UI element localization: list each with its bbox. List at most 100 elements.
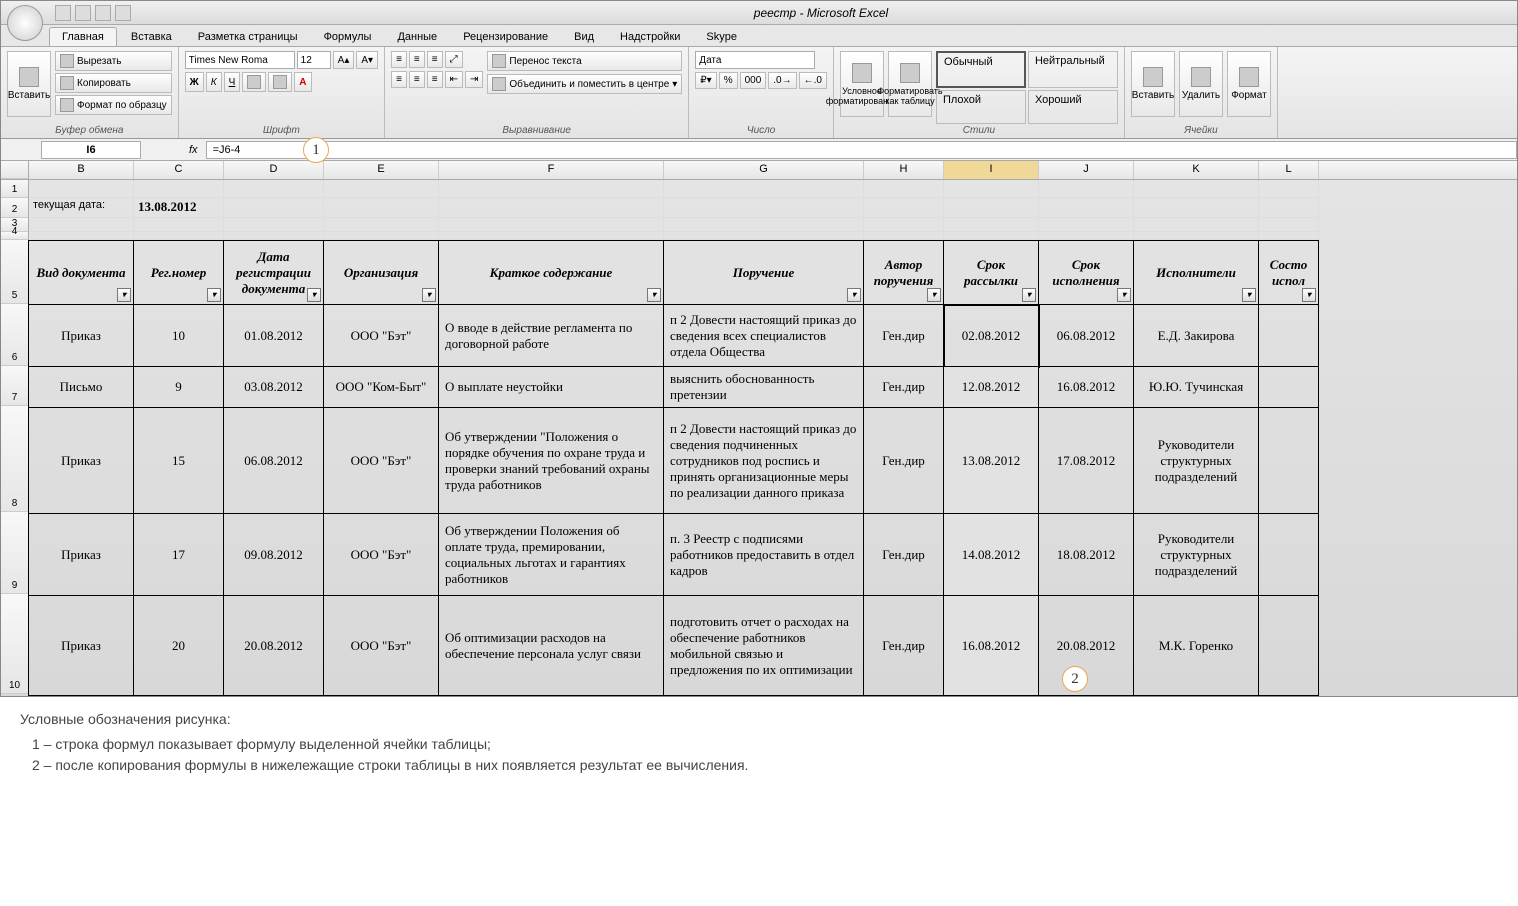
tab-вид[interactable]: Вид	[562, 28, 606, 46]
name-box[interactable]: I6	[41, 141, 141, 159]
cell[interactable]	[224, 232, 324, 240]
merge-button[interactable]: Объединить и поместить в центре▾	[487, 74, 682, 94]
table-cell[interactable]: ООО "Ком-Быт"	[324, 367, 439, 408]
table-cell[interactable]: п 2 Довести настоящий приказ до сведения…	[664, 408, 864, 514]
cell[interactable]	[439, 232, 664, 240]
row-header-2[interactable]: 2	[1, 198, 29, 218]
table-cell[interactable]: 20.08.2012	[224, 596, 324, 696]
inc-decimal-button[interactable]: .0→	[768, 72, 796, 89]
cell[interactable]	[944, 180, 1039, 198]
font-color-button[interactable]: A	[294, 72, 311, 92]
table-cell[interactable]: 15	[134, 408, 224, 514]
indent-inc-button[interactable]: ⇥	[465, 71, 483, 88]
table-cell[interactable]	[1259, 596, 1319, 696]
cell[interactable]	[324, 198, 439, 218]
table-cell[interactable]: выяснить обоснованность претензии	[664, 367, 864, 408]
table-cell[interactable]: 18.08.2012	[1039, 514, 1134, 596]
table-cell[interactable]: 16.08.2012	[944, 596, 1039, 696]
table-cell[interactable]: Об утверждении Положения об оплате труда…	[439, 514, 664, 596]
qat-more-icon[interactable]	[115, 5, 131, 21]
cell[interactable]	[439, 218, 664, 232]
copy-button[interactable]: Копировать	[55, 73, 172, 93]
cell[interactable]	[1039, 198, 1134, 218]
table-cell[interactable]: Об утверждении "Положения о порядке обуч…	[439, 408, 664, 514]
tab-надстройки[interactable]: Надстройки	[608, 28, 692, 46]
increase-font-button[interactable]: A▴	[333, 51, 355, 69]
cell[interactable]	[664, 180, 864, 198]
table-cell[interactable]: ООО "Бэт"	[324, 408, 439, 514]
table-cell[interactable]: Приказ	[29, 408, 134, 514]
format-as-table-button[interactable]: Форматировать как таблицу	[888, 51, 932, 117]
table-cell[interactable]: Ген.дир	[864, 408, 944, 514]
tab-skype[interactable]: Skype	[694, 28, 749, 46]
table-cell[interactable]: 01.08.2012	[224, 305, 324, 367]
redo-icon[interactable]	[95, 5, 111, 21]
cell[interactable]	[1134, 198, 1259, 218]
filter-icon[interactable]: ▾	[307, 288, 321, 302]
table-cell[interactable]	[1259, 305, 1319, 367]
table-header[interactable]: Исполнители▾	[1134, 241, 1259, 305]
table-cell[interactable]: Приказ	[29, 305, 134, 367]
table-cell[interactable]: 12.08.2012	[944, 367, 1039, 408]
align-right-button[interactable]: ≡	[427, 71, 443, 88]
cell[interactable]	[864, 180, 944, 198]
cell[interactable]	[1259, 232, 1319, 240]
filter-icon[interactable]: ▾	[1022, 288, 1036, 302]
table-header[interactable]: Поручение▾	[664, 241, 864, 305]
office-button[interactable]	[7, 5, 43, 41]
table-cell[interactable]: Приказ	[29, 514, 134, 596]
tab-главная[interactable]: Главная	[49, 27, 117, 46]
cell[interactable]	[134, 180, 224, 198]
wrap-text-button[interactable]: Перенос текста	[487, 51, 682, 71]
format-painter-button[interactable]: Формат по образцу	[55, 95, 172, 115]
filter-icon[interactable]: ▾	[847, 288, 861, 302]
table-cell[interactable]: Ген.дир	[864, 596, 944, 696]
table-cell[interactable]: М.К. Горенко	[1134, 596, 1259, 696]
col-header-E[interactable]: E	[324, 161, 439, 179]
cell[interactable]	[864, 198, 944, 218]
row-header-6[interactable]: 6	[1, 304, 29, 366]
align-left-button[interactable]: ≡	[391, 71, 407, 88]
table-cell[interactable]: 20	[134, 596, 224, 696]
align-bottom-button[interactable]: ≡	[427, 51, 443, 68]
tab-вставка[interactable]: Вставка	[119, 28, 184, 46]
cell[interactable]	[134, 232, 224, 240]
filter-icon[interactable]: ▾	[927, 288, 941, 302]
table-cell[interactable]: 13.08.2012	[944, 408, 1039, 514]
percent-button[interactable]: %	[719, 72, 738, 89]
row-header-9[interactable]: 9	[1, 512, 29, 594]
cell[interactable]	[439, 198, 664, 218]
cell[interactable]	[134, 218, 224, 232]
formula-input[interactable]: =J6-4	[206, 141, 1517, 159]
table-cell[interactable]: 06.08.2012	[224, 408, 324, 514]
table-cell[interactable]: О выплате неустойки	[439, 367, 664, 408]
select-all-corner[interactable]	[1, 161, 29, 179]
save-icon[interactable]	[55, 5, 71, 21]
cut-button[interactable]: Вырезать	[55, 51, 172, 71]
table-header[interactable]: Срок рассылки▾	[944, 241, 1039, 305]
col-header-L[interactable]: L	[1259, 161, 1319, 179]
table-cell[interactable]: 10	[134, 305, 224, 367]
style-good[interactable]: Хороший	[1028, 90, 1118, 125]
col-header-D[interactable]: D	[224, 161, 324, 179]
cell[interactable]	[29, 180, 134, 198]
align-top-button[interactable]: ≡	[391, 51, 407, 68]
table-cell[interactable]: 02.08.2012	[944, 305, 1039, 367]
row-header-10[interactable]: 10	[1, 594, 29, 694]
cell[interactable]	[1039, 180, 1134, 198]
table-cell[interactable]: Ю.Ю. Тучинская	[1134, 367, 1259, 408]
tab-формулы[interactable]: Формулы	[312, 28, 384, 46]
format-cells-button[interactable]: Формат	[1227, 51, 1271, 117]
italic-button[interactable]: К	[206, 72, 222, 92]
table-cell[interactable]	[1259, 408, 1319, 514]
table-cell[interactable]: 16.08.2012	[1039, 367, 1134, 408]
decrease-font-button[interactable]: A▾	[356, 51, 378, 69]
table-cell[interactable]: подготовить отчет о расходах на обеспече…	[664, 596, 864, 696]
number-format-select[interactable]	[695, 51, 815, 69]
col-header-G[interactable]: G	[664, 161, 864, 179]
table-header[interactable]: Автор поручения▾	[864, 241, 944, 305]
font-size-select[interactable]	[297, 51, 331, 69]
cell[interactable]: текущая дата:	[29, 198, 134, 218]
cell[interactable]	[1259, 180, 1319, 198]
table-cell[interactable]: Руководители структурных подразделений	[1134, 408, 1259, 514]
